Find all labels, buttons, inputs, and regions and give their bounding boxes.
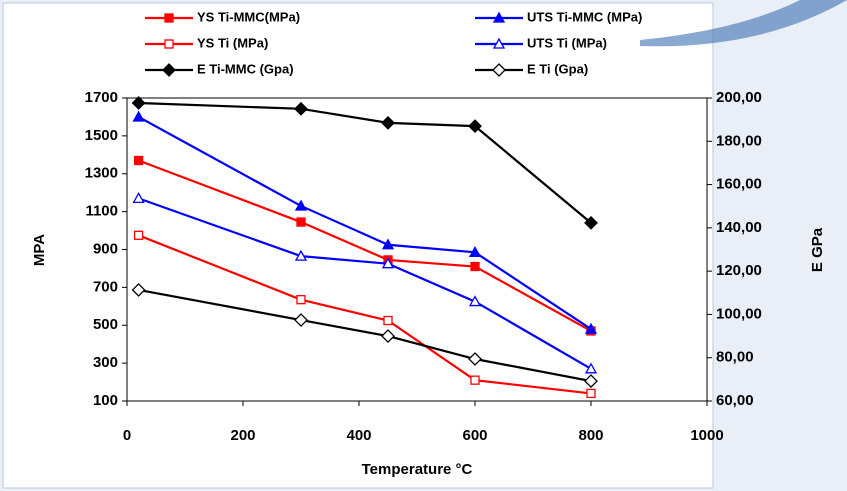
marker — [294, 313, 308, 327]
y2-tick-label: 180,00 — [716, 132, 762, 149]
marker — [468, 246, 482, 257]
x-tick-label: 0 — [123, 427, 131, 444]
marker — [132, 110, 145, 122]
marker — [131, 96, 146, 110]
marker — [584, 374, 598, 389]
legend-marker — [164, 39, 174, 49]
marker — [470, 375, 480, 385]
marker — [294, 249, 308, 261]
marker — [468, 295, 482, 307]
x-axis-label: Temperature °C — [362, 461, 473, 478]
legend-label: E Ti (Gpa) — [527, 61, 588, 76]
y-tick-label: 500 — [93, 316, 118, 333]
y2-tick-label: 120,00 — [716, 262, 762, 279]
marker — [296, 295, 306, 305]
x-tick-label: 200 — [230, 427, 255, 444]
marker — [468, 352, 482, 366]
marker — [470, 261, 480, 272]
y-tick-label: 300 — [93, 354, 118, 371]
marker — [468, 119, 482, 134]
legend-label: YS Ti (MPa) — [197, 35, 268, 50]
y-tick-label: 900 — [93, 240, 118, 257]
marker — [296, 217, 306, 227]
x-tick-label: 1000 — [690, 427, 723, 444]
marker — [586, 388, 596, 399]
decoration — [640, 0, 847, 47]
y-axis-label: MPA — [31, 234, 48, 266]
legend-marker — [492, 37, 506, 49]
marker — [381, 238, 395, 250]
marker — [584, 322, 598, 334]
y2-tick-label: 160,00 — [716, 176, 762, 193]
y-tick-label: 1500 — [85, 127, 118, 144]
x-tick-label: 800 — [578, 427, 603, 444]
y-tick-label: 1100 — [85, 203, 118, 220]
legend-label: UTS Ti-MMC (MPa) — [527, 9, 642, 24]
y-tick-label: 700 — [93, 278, 118, 295]
marker — [383, 315, 393, 326]
legend: YS Ti-MMC(MPa) UTS Ti-MMC (MPa) YS Ti (MPa… — [145, 9, 642, 77]
y-tick-label: 100 — [93, 392, 118, 409]
y2-tick-label: 140,00 — [716, 219, 762, 236]
y2-tick-label: 60,00 — [716, 392, 754, 409]
y2-tick-label: 80,00 — [716, 349, 754, 366]
legend-label: UTS Ti (MPa) — [527, 35, 607, 50]
marker — [584, 215, 598, 230]
x-tick-label: 600 — [462, 427, 487, 444]
marker — [294, 101, 308, 116]
legend-marker — [164, 13, 174, 23]
legend-marker — [492, 63, 506, 77]
marker — [381, 115, 395, 130]
marker — [381, 329, 395, 343]
chart-area — [2, 2, 714, 489]
marker — [294, 199, 308, 211]
legend-marker — [162, 63, 176, 77]
y2-tick-label: 200,00 — [716, 89, 762, 106]
marker — [132, 192, 145, 204]
legend-label: E Ti-MMC (Gpa) — [197, 61, 294, 76]
marker — [381, 257, 395, 269]
marker — [133, 230, 144, 240]
y-tick-label: 1700 — [85, 89, 118, 106]
marker — [131, 283, 146, 297]
legend-label: YS Ti-MMC(MPa) — [197, 9, 300, 24]
y2-tick-label: 100,00 — [716, 305, 762, 322]
y-tick-label: 1300 — [85, 165, 118, 182]
x-tick-label: 400 — [346, 427, 371, 444]
legend-marker — [492, 11, 506, 23]
marker — [133, 155, 144, 166]
y2-axis-label: E GPa — [809, 227, 826, 272]
marker — [584, 362, 598, 374]
